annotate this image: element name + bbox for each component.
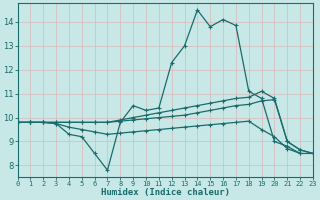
- X-axis label: Humidex (Indice chaleur): Humidex (Indice chaleur): [101, 188, 230, 197]
